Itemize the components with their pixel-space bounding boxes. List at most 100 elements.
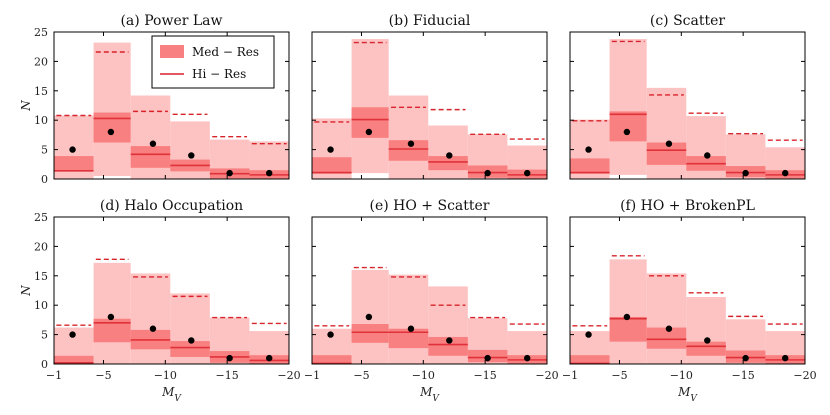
inner-band-bar (54, 355, 94, 364)
outer-band-bar (388, 274, 429, 364)
x-tick-label: −10 (670, 369, 693, 382)
observed-point (107, 128, 115, 136)
x-tick-label: −10 (154, 369, 177, 382)
panel-title: (c) Scatter (650, 13, 726, 29)
observed-point (188, 152, 195, 159)
x-tick-label: −1 (46, 369, 62, 382)
observed-point (327, 331, 334, 338)
observed-point (107, 313, 115, 321)
y-tick-label: 25 (34, 26, 48, 39)
x-axis-label: MV (677, 385, 698, 404)
y-tick-label: 5 (41, 144, 48, 157)
observed-point (704, 337, 711, 344)
observed-point (365, 313, 373, 321)
chart-panel-f: −1 −5 −10 −15 −20 (f) HO + BrokenPL MV (562, 198, 817, 404)
outer-band-bar (388, 95, 429, 179)
outer-band-bar (646, 87, 687, 179)
plot-area (312, 266, 547, 364)
observed-point (782, 169, 789, 177)
x-tick-label: −5 (353, 369, 369, 382)
x-tick-label: −10 (412, 369, 435, 382)
inner-band-bar (570, 355, 610, 364)
x-tick-label: −15 (474, 369, 497, 382)
panel-title: (f) HO + BrokenPL (620, 198, 755, 214)
chart-panel-d: 0 5 10 15 20 25 −1 −5 −10 −15 −20 (d) Halo Occupati… (19, 198, 301, 404)
x-tick-label: −5 (611, 369, 627, 382)
observed-point (149, 325, 157, 332)
observed-point (623, 128, 631, 136)
inner-band-bar (609, 316, 647, 342)
outer-band-bar (428, 125, 468, 179)
plot-area (570, 39, 805, 179)
x-tick-label: −20 (535, 369, 558, 382)
outer-band-bar (93, 262, 131, 364)
inner-band-bar (130, 146, 171, 168)
x-axis-label: MV (161, 385, 182, 404)
legend-box (151, 35, 275, 89)
observed-point (524, 169, 531, 177)
observed-point (69, 331, 76, 338)
observed-point (484, 169, 491, 177)
panel-frame (311, 216, 548, 365)
plot-area (570, 255, 805, 364)
panel-frame (569, 216, 806, 365)
inner-band-bar (54, 156, 94, 171)
plot-area (54, 258, 289, 364)
inner-band-bar (93, 112, 131, 143)
observed-point (226, 169, 233, 177)
outer-band-bar (609, 259, 647, 364)
outer-band-bar (609, 39, 647, 175)
plot-area (54, 42, 289, 179)
y-tick-label: 20 (34, 55, 48, 68)
y-tick-label: 0 (41, 173, 48, 186)
y-tick-label: 0 (41, 358, 48, 371)
y-tick-label: 20 (34, 240, 48, 253)
observed-point (524, 354, 531, 362)
x-tick-label: −20 (277, 369, 300, 382)
observed-point (446, 337, 453, 344)
panel-frame (311, 31, 548, 180)
inner-band-bar (428, 156, 468, 171)
inner-band-bar (93, 318, 131, 343)
observed-point (585, 331, 592, 338)
y-tick-label: 10 (34, 299, 48, 312)
legend: Med − Res Hi − Res (151, 35, 275, 89)
y-tick-label: 15 (34, 85, 48, 98)
inner-band-bar (388, 140, 429, 161)
inner-band-bar (312, 355, 352, 364)
observed-point (407, 140, 415, 147)
panel-title: (a) Power Law (120, 13, 222, 29)
x-tick-label: −1 (562, 369, 578, 382)
observed-point (365, 128, 373, 136)
outer-band-bar (646, 273, 687, 364)
inner-band-bar (686, 341, 726, 356)
inner-band-bar (570, 158, 610, 174)
y-tick-label: 25 (34, 211, 48, 224)
panel-frame (53, 31, 290, 180)
inner-band-bar (646, 327, 687, 349)
y-tick-label: 10 (34, 114, 48, 127)
inner-band-bar (428, 336, 468, 356)
observed-point (742, 354, 749, 362)
x-tick-label: −15 (732, 369, 755, 382)
x-axis-label: MV (419, 385, 440, 404)
y-axis-label: N (19, 285, 33, 297)
inner-band-bar (312, 157, 352, 174)
chart-panel-a: 0 5 10 15 20 25 (a) Power Law N Med − Res Hi − Re… (19, 13, 290, 186)
x-tick-label: −20 (793, 369, 816, 382)
panel-frame (53, 216, 290, 365)
legend-label-hi-res: Hi − Res (192, 67, 246, 81)
chart-panel-c: (c) Scatter (569, 13, 806, 180)
chart-panel-b: (b) Fiducial (311, 13, 548, 180)
outer-band-bar (130, 273, 171, 364)
inner-band-bar (351, 324, 389, 343)
observed-point (407, 325, 415, 332)
observed-point (665, 325, 673, 332)
observed-point (585, 146, 592, 153)
outer-band-bar (93, 42, 131, 177)
observed-point (704, 152, 711, 159)
chart-panel-e: −1 −5 −10 −15 −20 (e) HO + Scatter MV (304, 198, 559, 404)
plot-area (312, 39, 547, 179)
y-tick-label: 15 (34, 270, 48, 283)
observed-point (327, 146, 334, 153)
